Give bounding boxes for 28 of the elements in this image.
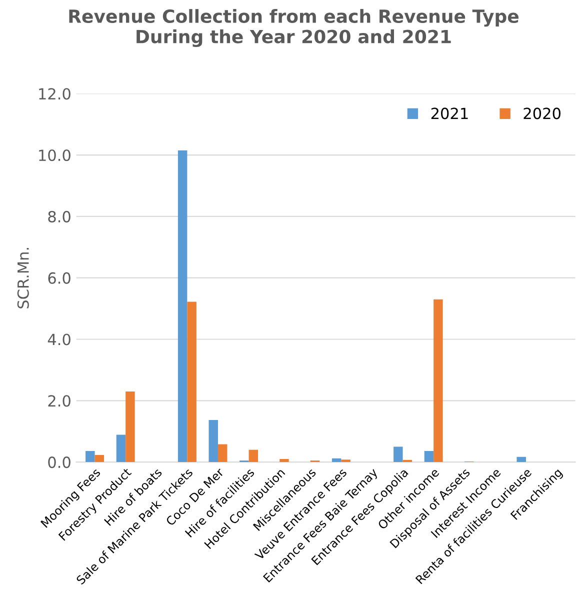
y-tick-label: 8.0 (48, 210, 70, 222)
y-tick-label: 2.0 (48, 395, 70, 407)
bar (248, 450, 258, 462)
bar (86, 451, 95, 462)
bar (94, 455, 104, 462)
bar (424, 451, 434, 462)
bar (516, 456, 526, 462)
y-tick-label: 6.0 (48, 272, 70, 284)
bar (402, 460, 412, 462)
bar (208, 420, 218, 462)
bar (332, 458, 342, 462)
bar (187, 302, 196, 462)
chart-title: Revenue Collection from each Revenue Type During the Year 2020 and 2021 (69, 9, 519, 48)
bar (341, 460, 350, 462)
bar (178, 150, 188, 462)
bar (280, 458, 289, 462)
y-tick-label: 0.0 (48, 456, 70, 468)
bar (126, 391, 135, 462)
y-tick-label: 4.0 (48, 334, 70, 346)
bar (394, 446, 403, 462)
legend-label: 2020 (524, 108, 560, 120)
bar (116, 434, 126, 462)
bar (218, 444, 228, 462)
legend-label: 2021 (431, 108, 468, 120)
y-tick-label: 10.0 (39, 149, 70, 162)
y-axis-title: SCR.Mn. (17, 248, 29, 308)
bar (434, 299, 443, 462)
y-tick-label: 12.0 (39, 88, 70, 100)
